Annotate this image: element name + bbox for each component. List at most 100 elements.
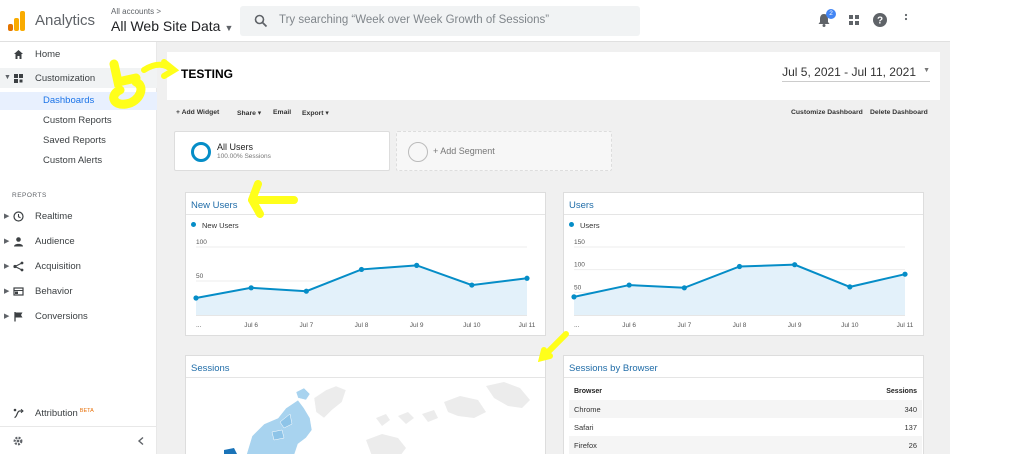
- main-content: TESTING Jul 5, 2021 - Jul 11, 2021 ▼ + Ad…: [157, 42, 950, 454]
- customize-dashboard-button[interactable]: Customize Dashboard: [791, 109, 863, 116]
- property-selector[interactable]: All Web Site Data ▼: [111, 18, 234, 34]
- table-row[interactable]: Firefox 26: [569, 436, 922, 454]
- data-point[interactable]: [626, 282, 632, 288]
- column-header-sessions[interactable]: Sessions: [886, 388, 917, 395]
- clock-icon: [13, 211, 24, 222]
- sidebar: Home ▼ Customization Dashboards Custom R…: [0, 42, 157, 454]
- sidebar-item-acquisition[interactable]: ▶ Acquisition: [4, 261, 81, 272]
- chart-legend: New Users: [191, 221, 239, 230]
- analytics-logo-icon[interactable]: [8, 11, 26, 31]
- segment-share: 100.00% Sessions: [217, 153, 271, 160]
- account-breadcrumb[interactable]: All accounts >: [111, 7, 162, 16]
- data-point[interactable]: [681, 285, 687, 291]
- apps-grid-icon[interactable]: [846, 12, 862, 28]
- reports-heading: REPORTS: [12, 192, 47, 199]
- sidebar-item-customization[interactable]: ▼ Customization: [0, 68, 157, 88]
- x-tick-label: Jul 8: [733, 322, 747, 329]
- dashboard-toolbar: + Add Widget Share ▾ Email Export ▾ Cust…: [167, 104, 940, 122]
- users-chart: 50 100 150... Jul 6 Jul 7 Jul 8 Jul 9 Jul 10 Jul…: [571, 239, 914, 329]
- x-tick-label: Jul 7: [677, 322, 691, 329]
- acquisition-icon: [13, 261, 24, 272]
- empty-ring-icon: [408, 142, 428, 162]
- flag-icon: [14, 312, 23, 322]
- area-fill: [196, 265, 527, 315]
- widget-title[interactable]: Sessions: [191, 363, 230, 374]
- data-point[interactable]: [248, 285, 254, 291]
- widget-title[interactable]: New Users: [191, 200, 238, 211]
- data-point[interactable]: [414, 262, 420, 268]
- new-users-widget: New Users New Users 50 100... Jul 6 Jul 7 Ju…: [185, 192, 546, 336]
- customization-icon: [14, 74, 23, 83]
- add-widget-button[interactable]: + Add Widget: [176, 109, 220, 116]
- segment-ring-icon: [191, 142, 211, 162]
- x-tick-label: Jul 8: [355, 322, 369, 329]
- data-point[interactable]: [792, 262, 798, 268]
- expand-arrow-icon: ▶: [4, 288, 10, 295]
- search-placeholder: Try searching “Week over Week Growth of …: [279, 14, 550, 26]
- table-header: Browser Sessions: [569, 383, 922, 399]
- data-point[interactable]: [524, 275, 530, 281]
- attribution-icon: [13, 408, 24, 419]
- home-icon: [14, 50, 23, 59]
- area-fill: [574, 264, 905, 315]
- segment-all-users[interactable]: All Users 100.00% Sessions: [174, 131, 390, 171]
- data-point[interactable]: [902, 271, 908, 277]
- more-vert-icon[interactable]: [900, 12, 916, 28]
- widget-title[interactable]: Sessions by Browser: [569, 363, 658, 374]
- data-point[interactable]: [469, 282, 475, 288]
- sidebar-item-behavior[interactable]: ▶ Behavior: [4, 286, 73, 297]
- data-point[interactable]: [193, 295, 199, 301]
- data-point[interactable]: [303, 288, 309, 294]
- x-tick-label: Jul 11: [897, 322, 914, 329]
- data-point[interactable]: [358, 266, 365, 273]
- date-range-picker[interactable]: Jul 5, 2021 - Jul 11, 2021 ▼: [782, 65, 930, 82]
- table-row[interactable]: Safari 137: [574, 423, 917, 432]
- share-button[interactable]: Share ▾: [237, 110, 262, 117]
- y-tick-label: 150: [574, 239, 585, 246]
- sidebar-item-dashboards[interactable]: Dashboards: [0, 92, 157, 110]
- sidebar-item-attribution[interactable]: Attribution BETA: [0, 403, 157, 423]
- sidebar-item-home[interactable]: Home: [0, 44, 157, 64]
- data-point[interactable]: [571, 294, 577, 300]
- add-segment-button[interactable]: + Add Segment: [396, 131, 612, 171]
- sidebar-item-saved-reports[interactable]: Saved Reports: [43, 135, 106, 146]
- y-tick-label: 50: [574, 284, 582, 291]
- sidebar-item-conversions[interactable]: ▶ Conversions: [4, 311, 88, 322]
- world-map[interactable]: [186, 378, 545, 454]
- dashboard-header: TESTING Jul 5, 2021 - Jul 11, 2021 ▼: [167, 52, 940, 100]
- sidebar-item-custom-reports[interactable]: Custom Reports: [43, 115, 112, 126]
- legend-dot: [569, 222, 574, 227]
- expand-arrow-icon: ▶: [4, 313, 10, 320]
- y-tick-label: 100: [574, 262, 585, 269]
- table-row[interactable]: Chrome 340: [569, 400, 922, 418]
- y-tick-label: 50: [196, 273, 204, 280]
- sessions-by-browser-widget: Sessions by Browser Browser Sessions Chr…: [563, 355, 924, 454]
- expand-arrow-icon: ▼: [4, 74, 11, 81]
- widget-title[interactable]: Users: [569, 200, 594, 211]
- dashboard-title: TESTING: [181, 67, 234, 81]
- users-widget: Users Users 50 100 150... Jul 6 Jul 7 Jul 8 Ju…: [563, 192, 924, 336]
- add-segment-label: + Add Segment: [433, 146, 495, 156]
- data-point[interactable]: [847, 284, 853, 290]
- chart-legend: Users: [569, 221, 600, 230]
- search-icon: [254, 14, 268, 28]
- segment-name: All Users: [217, 142, 254, 152]
- person-icon: [14, 237, 23, 247]
- data-point[interactable]: [736, 263, 743, 270]
- export-button[interactable]: Export ▾: [302, 110, 329, 117]
- sidebar-item-audience[interactable]: ▶ Audience: [4, 236, 75, 247]
- column-header-browser[interactable]: Browser: [574, 388, 603, 395]
- x-tick-label: Jul 9: [788, 322, 802, 329]
- help-icon[interactable]: ?: [872, 12, 888, 28]
- sidebar-footer: [0, 426, 157, 454]
- chevron-left-icon[interactable]: [136, 436, 146, 446]
- email-button[interactable]: Email: [273, 109, 292, 116]
- delete-dashboard-button[interactable]: Delete Dashboard: [870, 109, 928, 116]
- beta-badge: BETA: [79, 408, 94, 414]
- caret-down-icon: ▼: [923, 67, 930, 74]
- sidebar-item-custom-alerts[interactable]: Custom Alerts: [43, 155, 103, 166]
- search-input[interactable]: Try searching “Week over Week Growth of …: [240, 6, 640, 36]
- caret-down-icon: ▼: [224, 23, 234, 33]
- sidebar-item-realtime[interactable]: ▶ Realtime: [4, 211, 73, 222]
- gear-icon[interactable]: [12, 435, 24, 447]
